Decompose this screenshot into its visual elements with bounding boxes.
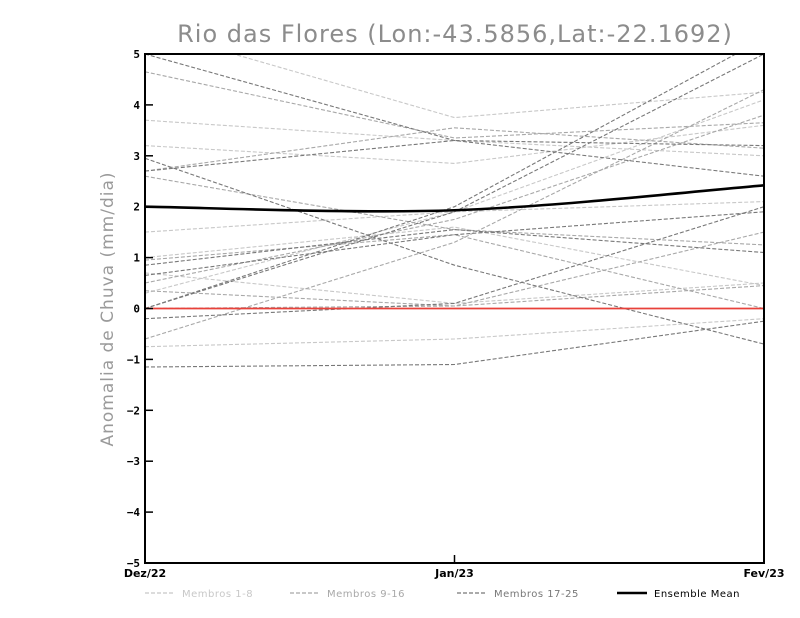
y-tick-label: −3 [127,455,140,468]
y-tick-label: −2 [127,404,140,417]
y-tick-label: −5 [127,557,140,570]
x-tick-label: Fev/23 [743,567,784,580]
y-tick-label: 5 [133,48,140,61]
member-line-18 [145,139,764,172]
legend-label-3: Membros 17-25 [494,589,579,600]
chart-title: Rio das Flores (Lon:-43.5856,Lat:-22.169… [177,20,733,48]
member-line-1 [145,119,764,157]
member-line-5 [145,99,764,294]
x-tick-label: Dez/22 [124,567,166,580]
member-line-21 [145,211,764,276]
legend-label-4: Ensemble Mean [654,589,740,600]
y-tick-label: 4 [133,99,140,112]
member-line-14 [145,285,764,307]
x-axis: Dez/22 Jan/23 Fev/23 [124,555,785,580]
y-tick-label: −4 [127,506,141,519]
member-line-9 [145,71,764,139]
ensemble-mean-line [144,184,765,213]
member-line-4 [145,272,764,304]
member-line-10 [145,127,764,172]
member-line-2 [145,124,764,164]
legend-label-2: Membros 9-16 [327,589,405,600]
legend-label-1: Membros 1-8 [182,589,253,600]
member-line-19 [145,54,764,310]
member-line-7 [231,54,764,119]
member-line-15 [145,89,764,340]
member-line-3 [145,201,764,233]
x-tick-label: Jan/23 [434,567,474,580]
member-line-24 [145,157,764,345]
legend: Membros 1-8 Membros 9-16 Membros 17-25 Ense… [145,589,740,600]
member-line-6 [145,318,764,348]
y-tick-label: 0 [133,303,140,316]
y-tick-label: 1 [133,252,140,265]
y-axis-label: Anomalia de Chuva (mm/dia) [98,171,118,446]
member-line-25 [145,54,737,310]
y-axis: −5 −4 −3 −2 −1 0 1 2 3 4 5 [127,48,153,570]
member-line-23 [145,206,764,320]
member-line-17 [145,54,764,177]
member-line-11 [145,234,764,310]
y-tick-label: 3 [133,150,140,163]
member-line-12 [145,231,764,310]
member-line-22 [145,229,764,266]
member-line-20 [145,320,764,368]
member-lines [145,54,764,368]
y-tick-label: −1 [127,353,141,366]
y-tick-label: 2 [133,201,140,214]
member-line-8 [145,226,764,287]
